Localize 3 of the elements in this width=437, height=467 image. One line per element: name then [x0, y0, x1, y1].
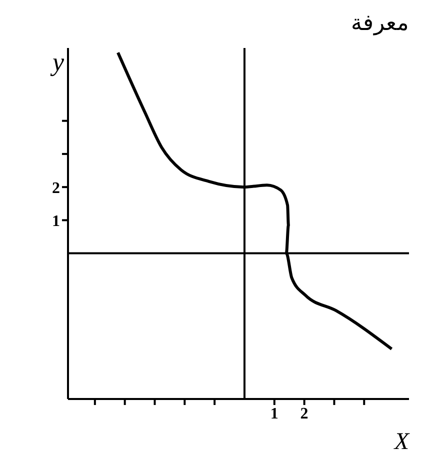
- x-axis-title: X: [393, 429, 410, 455]
- text: معرفة: [351, 10, 409, 35]
- y-axis-title: y: [49, 47, 64, 76]
